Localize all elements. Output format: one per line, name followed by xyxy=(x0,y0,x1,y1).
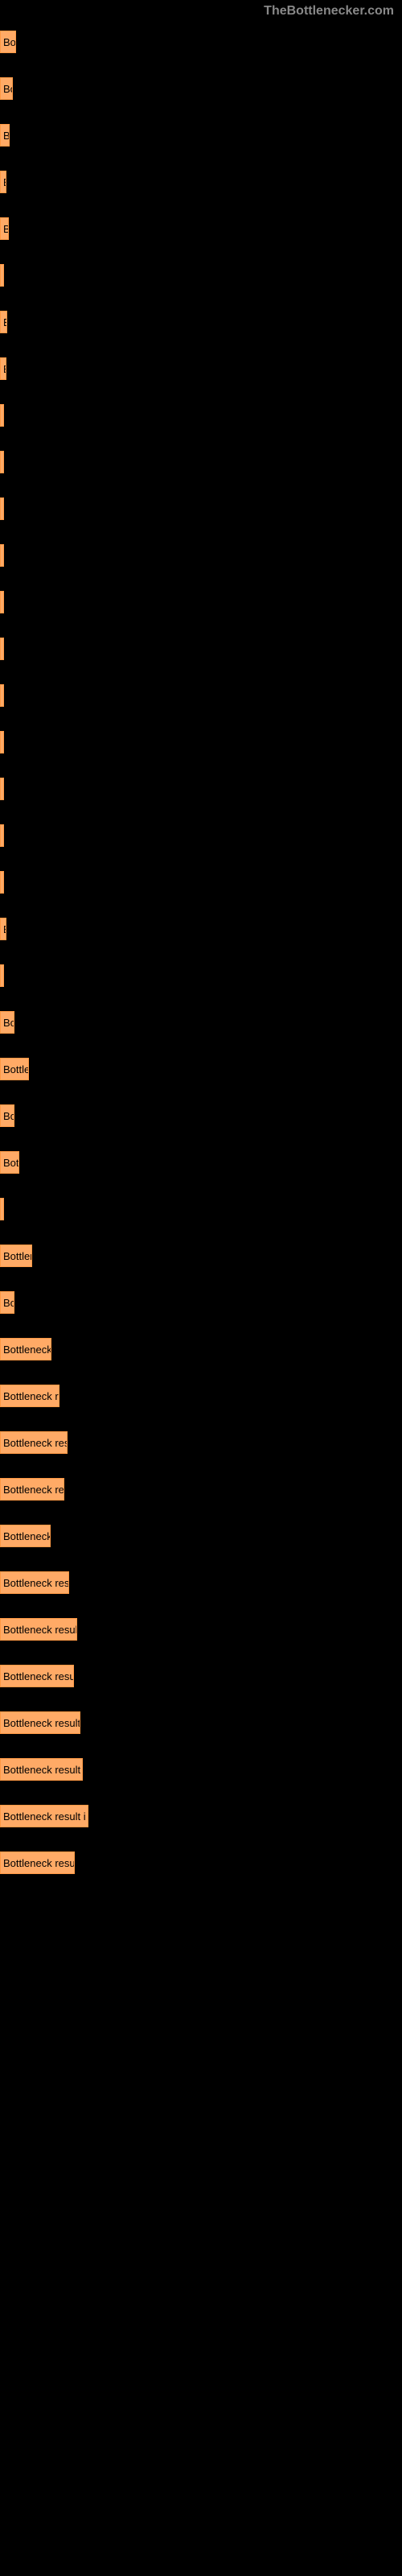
bar-row xyxy=(0,778,402,800)
bar-row: B xyxy=(0,171,402,193)
bar-row xyxy=(0,871,402,894)
bar-row: B xyxy=(0,217,402,240)
chart-bar: B xyxy=(0,918,6,940)
chart-bar xyxy=(0,684,4,707)
chart-bar: Bottleneck xyxy=(0,1525,51,1547)
chart-bar: Bot xyxy=(0,1151,19,1174)
chart-bar xyxy=(0,964,4,987)
chart-bar xyxy=(0,544,4,567)
chart-bar: Bo xyxy=(0,31,16,53)
bar-row: Bottleneck xyxy=(0,1525,402,1547)
bar-row xyxy=(0,824,402,847)
chart-bar: Bottleneck result xyxy=(0,1758,83,1781)
bar-row xyxy=(0,497,402,520)
chart-bar: Bottleneck res xyxy=(0,1431,68,1454)
bar-row xyxy=(0,964,402,987)
chart-bar: B xyxy=(0,171,6,193)
chart-bar: B xyxy=(0,217,9,240)
chart-bar: Bottleneck re xyxy=(0,1478,64,1501)
chart-bar: B xyxy=(0,124,10,147)
chart-bar xyxy=(0,871,4,894)
bar-row xyxy=(0,404,402,427)
bar-row: Bottler xyxy=(0,1245,402,1267)
chart-bar: Bottle xyxy=(0,1058,29,1080)
bar-row: Bo xyxy=(0,77,402,100)
bar-row xyxy=(0,731,402,753)
chart-bar xyxy=(0,404,4,427)
bar-row xyxy=(0,451,402,473)
bar-row: Bo xyxy=(0,31,402,53)
chart-bar: Bo xyxy=(0,1011,14,1034)
bar-row: Bottleneck xyxy=(0,1338,402,1360)
site-header: TheBottlenecker.com xyxy=(0,0,402,23)
chart-bar: Bottleneck r xyxy=(0,1385,59,1407)
chart-bar xyxy=(0,497,4,520)
chart-bar: Bottleneck xyxy=(0,1338,51,1360)
site-name: TheBottlenecker.com xyxy=(264,4,394,18)
chart-bar xyxy=(0,451,4,473)
bar-chart: Bo Bo B B B B B B Bo Bottle Bo Bot Bottler Bo Bottlene… xyxy=(0,23,402,1906)
bar-row: Bo xyxy=(0,1291,402,1314)
bar-row: Bottleneck result xyxy=(0,1711,402,1734)
chart-bar: B xyxy=(0,311,7,333)
bar-row: Bo xyxy=(0,1011,402,1034)
bar-row: Bottleneck resu xyxy=(0,1665,402,1687)
bar-row: Bottleneck result i xyxy=(0,1805,402,1827)
chart-bar: Bottleneck res xyxy=(0,1571,69,1594)
chart-bar xyxy=(0,1198,4,1220)
chart-bar xyxy=(0,591,4,613)
bar-row: Bottleneck re xyxy=(0,1478,402,1501)
bar-row: Bo xyxy=(0,1104,402,1127)
bar-row xyxy=(0,638,402,660)
bar-row: Bottleneck r xyxy=(0,1385,402,1407)
bar-row: B xyxy=(0,311,402,333)
bar-row xyxy=(0,264,402,287)
bar-row: B xyxy=(0,918,402,940)
chart-bar xyxy=(0,824,4,847)
bar-row xyxy=(0,591,402,613)
bar-row: Bottle xyxy=(0,1058,402,1080)
bar-row: Bottleneck resu xyxy=(0,1852,402,1874)
chart-bar: Bottleneck resul xyxy=(0,1618,77,1641)
bar-row: Bottleneck res xyxy=(0,1571,402,1594)
bar-row: B xyxy=(0,124,402,147)
chart-bar xyxy=(0,638,4,660)
chart-bar: Bo xyxy=(0,77,13,100)
bar-row: Bottleneck res xyxy=(0,1431,402,1454)
chart-bar: Bo xyxy=(0,1104,14,1127)
chart-bar: Bottler xyxy=(0,1245,32,1267)
chart-bar: Bo xyxy=(0,1291,14,1314)
bar-row: Bottleneck resul xyxy=(0,1618,402,1641)
chart-bar: B xyxy=(0,357,6,380)
bar-row: Bot xyxy=(0,1151,402,1174)
chart-bar xyxy=(0,731,4,753)
chart-bar: Bottleneck result xyxy=(0,1711,80,1734)
chart-bar: Bottleneck result i xyxy=(0,1805,88,1827)
chart-bar xyxy=(0,778,4,800)
bar-row: Bottleneck result xyxy=(0,1758,402,1781)
chart-bar: Bottleneck resu xyxy=(0,1852,75,1874)
bar-row xyxy=(0,544,402,567)
bar-row xyxy=(0,1198,402,1220)
chart-bar xyxy=(0,264,4,287)
bar-row: B xyxy=(0,357,402,380)
bar-row xyxy=(0,684,402,707)
chart-bar: Bottleneck resu xyxy=(0,1665,74,1687)
